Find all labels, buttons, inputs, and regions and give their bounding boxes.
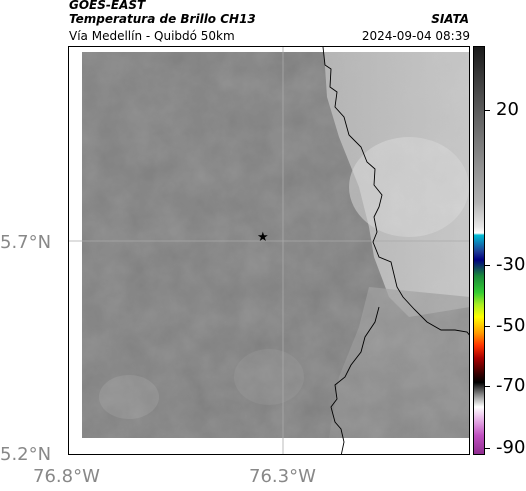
- datetime-label: 2024-09-04 08:39: [361, 29, 470, 43]
- satellite-title: GOES-EAST: [69, 0, 146, 12]
- colorbar-label: 20: [496, 99, 519, 120]
- product-title: Temperatura de Brillo CH13: [69, 12, 256, 26]
- boundary-line: [322, 47, 469, 336]
- colorbar-tick: [485, 110, 490, 111]
- colorbar-tick: [485, 386, 490, 387]
- organization-label: SIATA: [431, 12, 469, 26]
- lon-tick-label: 76.8°W: [33, 466, 100, 487]
- colorbar: [473, 46, 485, 455]
- lat-tick-label: 5.7°N: [0, 232, 52, 253]
- lon-tick-label: 76.3°W: [249, 466, 316, 487]
- colorbar-label: -70: [496, 375, 526, 396]
- colorbar-tick: [485, 265, 490, 266]
- colorbar-label: -90: [496, 437, 526, 458]
- lat-tick-label: 5.2°N: [0, 444, 52, 465]
- map-canvas: [69, 47, 469, 454]
- colorbar-ramp: [474, 47, 484, 454]
- colorbar-label: -30: [496, 254, 526, 275]
- colorbar-tick: [485, 448, 490, 449]
- satellite-map[interactable]: ★: [68, 46, 470, 455]
- colorbar-tick: [485, 326, 490, 327]
- colorbar-label: -50: [496, 315, 526, 336]
- star-icon: ★: [257, 230, 269, 245]
- boundary-line-south: [330, 306, 380, 454]
- area-label: Vía Medellín - Quibdó 50km: [69, 29, 235, 43]
